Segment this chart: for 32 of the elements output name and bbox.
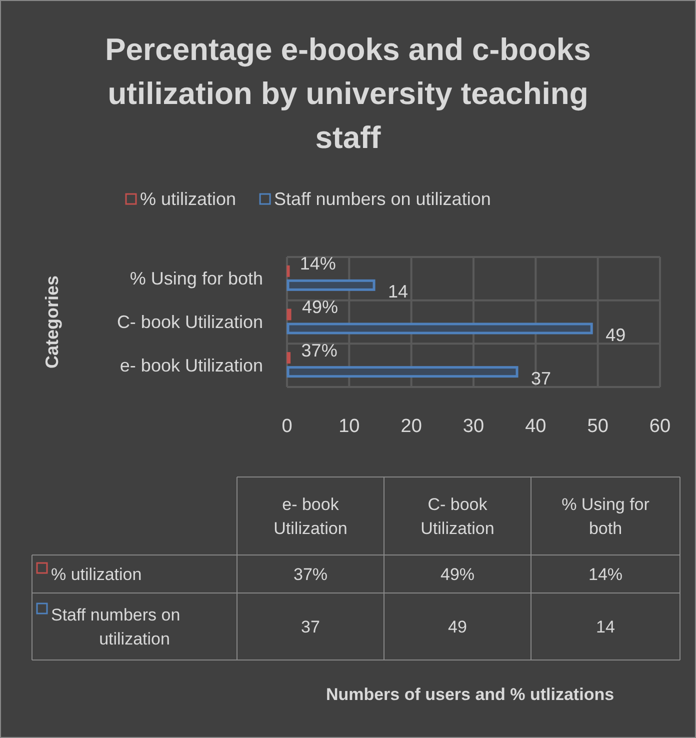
text: Staff numbers on utilization — [51, 606, 180, 648]
x-tick-label: 30 — [462, 416, 484, 437]
legend-label: % utilization — [140, 189, 236, 209]
text: Numbers of users and % utlizations — [326, 685, 614, 704]
legend-label: Staff numbers on utilization — [274, 189, 491, 209]
data-label: 37 — [531, 368, 552, 388]
y-tick-label: e- book Utilization — [120, 355, 263, 376]
x-tick-label: 10 — [338, 416, 360, 437]
y-tick-label: % Using for both — [130, 268, 263, 289]
data-label: 14 — [388, 282, 408, 302]
x-tick-label: 50 — [587, 416, 608, 437]
x-tick-label: 40 — [525, 416, 546, 437]
text: 49% — [440, 565, 475, 584]
x-tick-label: 60 — [649, 416, 671, 437]
chart-title: Percentage e-books and c-books utilization by university teaching staff — [105, 32, 591, 155]
y-tick-label: C- book Utilization — [116, 312, 263, 332]
x-tick-label: 0 — [282, 416, 292, 437]
category-label: C- book Utilization — [420, 495, 494, 538]
text: 37% — [293, 565, 328, 584]
category-label: % Using for both — [562, 495, 650, 538]
text: % utilization — [51, 565, 142, 584]
category-label: e- book Utilization — [274, 495, 348, 538]
text: 14% — [588, 565, 623, 584]
data-label: 14% — [300, 254, 336, 274]
data-label: 37% — [301, 340, 338, 360]
data-label: 49 — [606, 325, 626, 345]
y-axis-title: Categories — [42, 275, 62, 369]
text: 14 — [596, 618, 615, 636]
x-tick-label: 20 — [400, 416, 422, 437]
data-label: 49% — [302, 297, 338, 317]
text: 37 — [301, 618, 320, 636]
text: 49 — [448, 618, 467, 636]
